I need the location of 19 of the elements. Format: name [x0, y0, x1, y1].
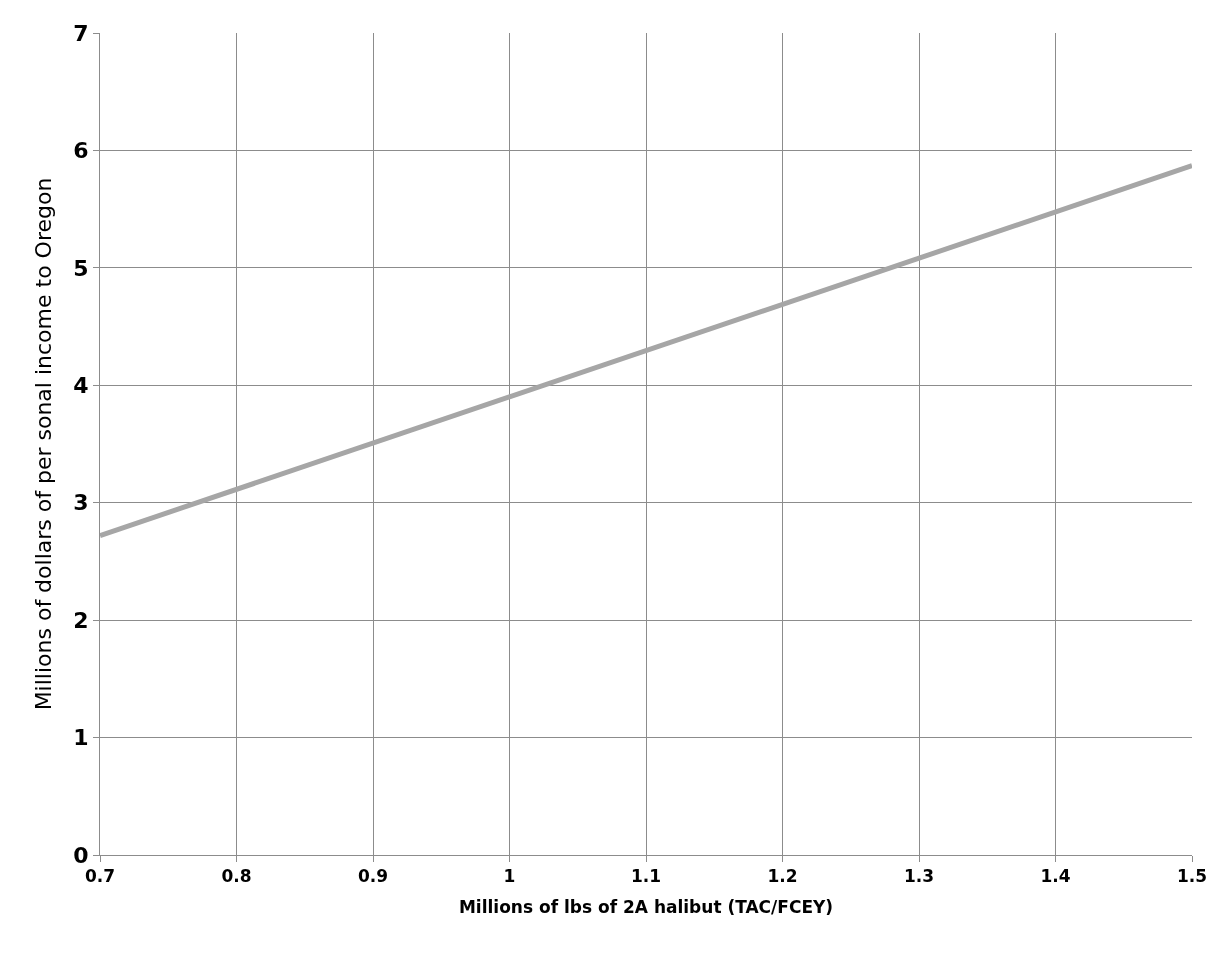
x-tick-label: 1.4 — [1040, 866, 1071, 887]
x-tick-label: 1.2 — [767, 866, 798, 887]
y-tick-label: 2 — [73, 607, 89, 633]
y-tick-label: 3 — [73, 490, 89, 516]
y-tick-label: 5 — [73, 255, 89, 281]
x-tick-label: 1 — [503, 866, 516, 887]
x-tick-label: 0.9 — [357, 866, 389, 887]
x-tick-label: 1.1 — [630, 866, 662, 887]
y-axis-title: Millions of dollars of per sonal income to Oregon — [31, 177, 57, 711]
y-tick-label: 0 — [73, 842, 89, 868]
y-tick-label: 6 — [73, 138, 89, 164]
x-tick-label: 1.3 — [903, 866, 935, 887]
y-tick-label: 1 — [73, 725, 89, 751]
y-tick-label: 4 — [73, 372, 89, 398]
x-tick-label: 0.8 — [221, 866, 252, 887]
x-tick-label: 1.5 — [1176, 866, 1208, 887]
x-tick-label: 0.7 — [84, 866, 116, 887]
y-tick-label: 7 — [73, 20, 89, 46]
x-axis-title: Millions of lbs of 2A halibut (TAC/FCEY) — [458, 896, 834, 917]
